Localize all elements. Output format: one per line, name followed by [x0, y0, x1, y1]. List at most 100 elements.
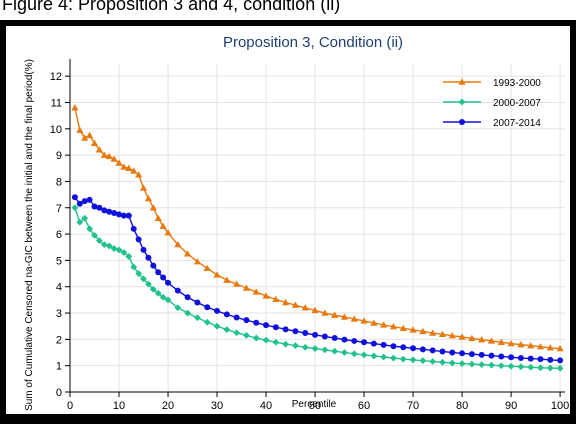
data-point-1993-2000 [139, 184, 148, 191]
data-point-2007-2014 [130, 225, 137, 232]
data-point-2000-2007 [429, 358, 437, 365]
data-point-2000-2007 [130, 263, 138, 271]
data-point-2007-2014 [272, 324, 279, 331]
data-point-1993-2000 [536, 343, 545, 350]
data-point-2007-2014 [96, 204, 103, 211]
data-point-2007-2014 [155, 269, 162, 276]
data-point-1993-2000 [468, 334, 476, 342]
data-point-1993-2000 [340, 313, 349, 320]
data-point-2007-2014 [557, 357, 564, 364]
x-axis-title: Percentile [292, 399, 337, 410]
data-point-2007-2014 [86, 196, 93, 203]
data-point-2007-2014 [400, 344, 407, 351]
data-point-2007-2014 [459, 350, 466, 357]
data-point-2000-2007 [243, 332, 250, 339]
data-point-1993-2000 [71, 104, 79, 111]
data-point-2000-2007 [86, 225, 94, 233]
data-point-2007-2014 [429, 347, 436, 354]
data-point-2000-2007 [91, 231, 98, 239]
figure-caption: Figure 4: Proposition 3 and 4, condition… [2, 0, 341, 14]
data-point-1993-2000 [409, 326, 417, 333]
data-point-2007-2014 [150, 262, 157, 269]
data-point-1993-2000 [370, 319, 378, 326]
data-point-2000-2007 [546, 364, 554, 372]
y-tick-label: 9 [56, 150, 62, 162]
data-point-1993-2000 [389, 323, 398, 330]
data-point-1993-2000 [311, 306, 319, 314]
data-point-1993-2000 [331, 311, 339, 318]
y-tick-label: 1 [56, 361, 62, 373]
legend-label-2000-2007: 2000-2007 [493, 98, 541, 109]
data-point-2007-2014 [439, 348, 446, 355]
data-point-2007-2014 [380, 341, 387, 348]
data-point-2007-2014 [125, 212, 132, 219]
data-point-2000-2007 [96, 237, 103, 245]
data-point-2007-2014 [498, 353, 505, 360]
data-point-2000-2007 [194, 314, 201, 322]
data-point-2007-2014 [140, 246, 147, 253]
data-point-2000-2007 [301, 343, 309, 351]
data-point-2007-2014 [135, 236, 142, 243]
data-point-1993-2000 [380, 321, 388, 328]
y-tick-label: 3 [56, 308, 62, 320]
y-tick-label: 5 [56, 255, 62, 267]
data-point-2000-2007 [223, 326, 231, 334]
data-point-2000-2007 [292, 342, 299, 350]
data-point-2007-2014 [214, 307, 221, 314]
data-point-1993-2000 [507, 339, 515, 347]
data-point-2000-2007 [145, 280, 152, 288]
data-point-1993-2000 [233, 280, 241, 287]
data-point-1993-2000 [419, 327, 427, 335]
data-point-1993-2000 [135, 171, 143, 178]
data-point-2000-2007 [497, 362, 505, 370]
data-point-2000-2007 [517, 363, 525, 371]
data-point-2000-2007 [174, 304, 182, 312]
data-point-2000-2007 [360, 351, 368, 359]
legend-marker-1993-2000 [458, 78, 466, 85]
data-point-2000-2007 [370, 352, 378, 360]
data-point-2007-2014 [517, 355, 524, 362]
y-tick-label: 8 [56, 176, 62, 188]
data-point-2000-2007 [507, 362, 515, 370]
data-point-2000-2007 [311, 345, 319, 352]
data-point-2000-2007 [115, 246, 123, 254]
data-point-2000-2007 [399, 355, 407, 363]
data-point-2007-2014 [341, 336, 348, 343]
data-point-1993-2000 [478, 336, 486, 343]
data-point-2007-2014 [91, 203, 98, 210]
data-point-1993-2000 [164, 229, 172, 236]
data-point-1993-2000 [86, 131, 94, 139]
x-tick-label: 60 [358, 400, 370, 412]
data-point-2000-2007 [154, 289, 162, 297]
data-point-2007-2014 [120, 212, 127, 219]
data-point-2007-2014 [527, 355, 534, 362]
data-point-2000-2007 [252, 334, 260, 342]
data-point-2000-2007 [110, 245, 118, 252]
data-point-2007-2014 [111, 210, 118, 217]
data-point-2000-2007 [478, 361, 486, 369]
x-tick-label: 70 [407, 400, 419, 412]
data-point-2000-2007 [272, 338, 280, 346]
data-point-2007-2014 [331, 335, 338, 342]
data-point-2000-2007 [439, 358, 446, 366]
data-point-1993-2000 [154, 214, 162, 221]
data-point-1993-2000 [90, 139, 99, 146]
data-point-1993-2000 [242, 284, 251, 291]
data-point-2007-2014 [101, 207, 108, 214]
data-point-1993-2000 [159, 222, 167, 229]
x-tick-label: 100 [551, 400, 569, 412]
data-point-2000-2007 [213, 322, 221, 330]
data-point-1993-2000 [438, 330, 447, 338]
data-point-1993-2000 [546, 344, 554, 351]
data-point-1993-2000 [184, 250, 192, 257]
data-point-2000-2007 [140, 275, 147, 283]
data-point-1993-2000 [497, 338, 505, 345]
x-tick-label: 20 [162, 400, 174, 412]
data-point-1993-2000 [262, 292, 270, 299]
data-point-1993-2000 [223, 276, 231, 283]
y-axis-title: Sum of Cumulative Censored na-GIC betwee… [24, 59, 35, 411]
data-point-2007-2014 [81, 198, 88, 205]
chart-title: Proposition 3, Condition (ii) [223, 34, 403, 51]
data-point-2000-2007 [159, 293, 167, 301]
